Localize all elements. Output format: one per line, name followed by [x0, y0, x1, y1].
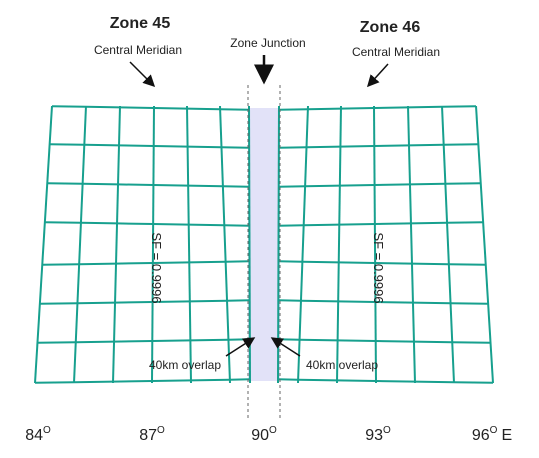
arrow	[366, 63, 389, 88]
meridian-label: Central Meridian	[352, 45, 440, 59]
degree-mark: O	[269, 425, 277, 436]
meridian-line	[277, 105, 280, 384]
parallel-line	[277, 378, 494, 384]
meridian-line	[219, 105, 231, 384]
longitude-number: 87	[139, 427, 157, 444]
parallel-line	[278, 221, 484, 227]
overlap-label: 40km overlap	[149, 358, 221, 372]
scale-factor: SF = 0.9996	[371, 232, 386, 303]
grid	[34, 105, 494, 384]
parallel-line	[278, 182, 481, 188]
parallel-line	[39, 299, 250, 305]
meridian-line	[407, 105, 416, 384]
arrow	[270, 337, 301, 357]
longitude-label: 90O	[251, 425, 277, 444]
longitude-label: 96O E	[472, 425, 512, 444]
zone-title: Zone 45	[110, 15, 171, 32]
parallel-line	[51, 105, 250, 111]
parallel-line	[42, 260, 250, 266]
parallel-line	[278, 143, 479, 149]
meridian-line	[441, 105, 455, 384]
meridian-line	[475, 105, 494, 384]
longitude-label: 87O	[139, 425, 165, 444]
zone-title: Zone 46	[360, 19, 421, 36]
parallel-line	[278, 260, 486, 266]
meridian-line	[297, 105, 309, 384]
meridian-line	[186, 105, 192, 384]
parallel-line	[34, 378, 251, 384]
longitude-label: 84O	[25, 425, 51, 444]
overlap-band	[248, 108, 280, 381]
longitude-labels: 84O 87O 90O 93O 96O E	[25, 425, 512, 444]
parallel-line	[44, 221, 250, 227]
junction-label: Zone Junction	[230, 36, 305, 50]
scale-factor: SF = 0.9996	[149, 232, 164, 303]
meridian-line	[248, 105, 251, 384]
degree-mark: O	[490, 425, 498, 436]
longitude-label: 93O	[365, 425, 391, 444]
meridian-line	[151, 105, 155, 384]
meridian-label: Central Meridian	[94, 43, 182, 57]
parallel-line	[278, 105, 477, 111]
parallel-line	[49, 143, 250, 149]
meridian-line	[73, 105, 87, 384]
longitude-number: 96	[472, 427, 490, 444]
parallel-line	[278, 299, 489, 305]
overlap-label: 40km overlap	[306, 358, 378, 372]
parallel-line	[47, 182, 250, 188]
hemisphere: E	[501, 427, 512, 444]
arrow	[225, 337, 256, 357]
meridian-line	[34, 105, 53, 384]
degree-mark: O	[383, 425, 391, 436]
parallel-line	[278, 338, 491, 344]
degree-mark: O	[43, 425, 51, 436]
meridian-line	[336, 105, 342, 384]
meridian-line	[373, 105, 377, 384]
longitude-number: 90	[251, 427, 269, 444]
longitude-number: 93	[365, 427, 383, 444]
degree-mark: O	[157, 425, 165, 436]
longitude-number: 84	[25, 427, 43, 444]
parallel-line	[37, 338, 250, 344]
meridian-line	[112, 105, 121, 384]
arrow	[129, 61, 156, 88]
